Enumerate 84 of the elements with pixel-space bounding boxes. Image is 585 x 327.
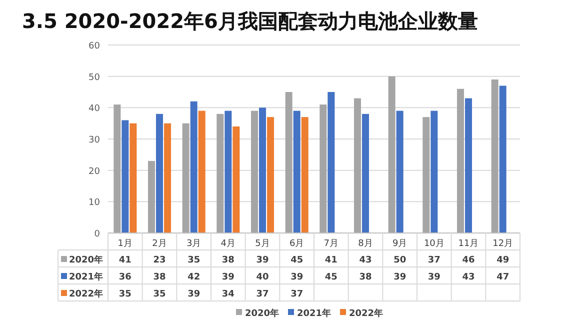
- data-label: 37: [290, 290, 304, 300]
- data-label: 39: [428, 272, 440, 282]
- data-label: 39: [256, 256, 269, 266]
- chart-title: 3.5 2020-2022年6月我国配套动力电池企业数量: [22, 9, 478, 33]
- bar: [114, 104, 121, 233]
- y-tick-label: 10: [88, 198, 100, 208]
- y-tick-label: 20: [88, 166, 100, 177]
- y-tick-label: 60: [88, 42, 100, 52]
- bar: [320, 104, 327, 233]
- legend: 2020年 2021年 2022年: [236, 309, 384, 319]
- bar: [216, 114, 224, 233]
- data-label: 35: [153, 290, 166, 300]
- bar: [122, 120, 129, 233]
- bar: [224, 110, 232, 233]
- data-label: 39: [290, 272, 304, 282]
- bar: [285, 92, 292, 233]
- data-label: 45: [324, 272, 338, 282]
- bar: [422, 117, 430, 233]
- bar: [293, 110, 300, 233]
- data-label: 43: [462, 272, 475, 282]
- data-label: 43: [359, 256, 372, 266]
- y-tick-label: 50: [88, 72, 100, 83]
- bar: [499, 86, 506, 233]
- bar: [328, 92, 335, 233]
- bar: [156, 114, 164, 233]
- x-tick-label: 10月: [424, 239, 444, 249]
- bar: [250, 110, 258, 233]
- bar: [267, 117, 274, 233]
- x-tick-label: 6月: [289, 239, 304, 249]
- bar: [354, 98, 361, 233]
- data-label: 35: [188, 256, 200, 266]
- data-label: 37: [256, 290, 269, 300]
- data-label: 39: [394, 272, 406, 282]
- data-label: 39: [222, 272, 234, 282]
- x-tick-label: 2月: [152, 239, 167, 249]
- data-label: 38: [153, 272, 166, 282]
- data-label: 38: [359, 272, 372, 282]
- data-label: 50: [394, 256, 406, 266]
- data-label: 46: [462, 256, 475, 266]
- x-tick-label: 8月: [358, 239, 373, 249]
- data-label: 38: [222, 256, 234, 266]
- y-tick-label: 0: [94, 230, 100, 240]
- data-label: 47: [496, 272, 510, 282]
- data-label: 36: [118, 272, 132, 282]
- data-label: 35: [118, 290, 132, 300]
- bar: [198, 110, 206, 233]
- bar: [464, 98, 472, 233]
- data-label: 34: [222, 290, 234, 300]
- bar: [190, 101, 198, 233]
- bar: [164, 123, 172, 233]
- data-label: 41: [324, 256, 338, 266]
- y-tick-label: 30: [88, 136, 100, 146]
- legend-label: 2021年: [69, 272, 104, 282]
- x-tick-label: 1月: [118, 239, 133, 249]
- legend-label: 2020年: [69, 254, 104, 266]
- data-label: 39: [188, 290, 200, 300]
- legend-label: 2022年: [69, 288, 104, 300]
- bar: [232, 126, 240, 233]
- bar: [182, 123, 190, 233]
- x-tick-label: 12月: [492, 239, 514, 249]
- bar: [148, 160, 155, 233]
- x-tick-label: 11月: [458, 239, 479, 249]
- data-label: 23: [153, 256, 166, 266]
- x-tick-label: 9月: [392, 239, 408, 249]
- bar: [301, 117, 308, 233]
- bar: [362, 114, 370, 233]
- bar: [491, 79, 498, 233]
- data-label: 42: [188, 272, 200, 282]
- data-label: 37: [428, 256, 440, 266]
- bar: [456, 88, 464, 233]
- x-tick-label: 3月: [186, 239, 202, 249]
- bar: [258, 108, 266, 233]
- x-tick-label: 5月: [255, 239, 270, 249]
- data-label: 40: [256, 272, 269, 282]
- data-label: 41: [118, 256, 132, 266]
- bar: [396, 110, 404, 233]
- bar: [430, 110, 438, 233]
- x-tick-label: 7月: [324, 239, 339, 249]
- bar: [130, 123, 137, 233]
- bar: [388, 76, 396, 233]
- data-label: 45: [290, 256, 304, 266]
- x-tick-label: 4月: [220, 239, 236, 249]
- data-label: 49: [496, 256, 510, 266]
- y-tick-label: 40: [88, 104, 100, 114]
